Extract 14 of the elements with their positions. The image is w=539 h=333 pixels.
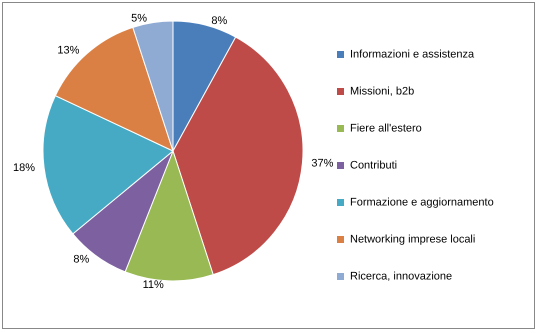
legend-label: Formazione e aggiornamento [350, 196, 494, 208]
data-label: 8% [211, 15, 228, 28]
data-label: 18% [13, 162, 36, 174]
legend-label: Networking imprese locali [350, 234, 476, 246]
data-label: 11% [142, 278, 164, 291]
data-label: 37% [311, 158, 334, 170]
data-label: 8% [73, 253, 90, 266]
data-label: 5% [131, 12, 148, 25]
legend-label: Missioni, b2b [350, 86, 414, 98]
legend-label: Contributi [350, 160, 398, 172]
legend-label: Informazioni e assistenza [350, 48, 475, 60]
legend-label: Fiere all'estero [350, 122, 422, 134]
legend-label: Ricerca, innovazione [350, 270, 452, 282]
data-label: 13% [57, 44, 80, 56]
